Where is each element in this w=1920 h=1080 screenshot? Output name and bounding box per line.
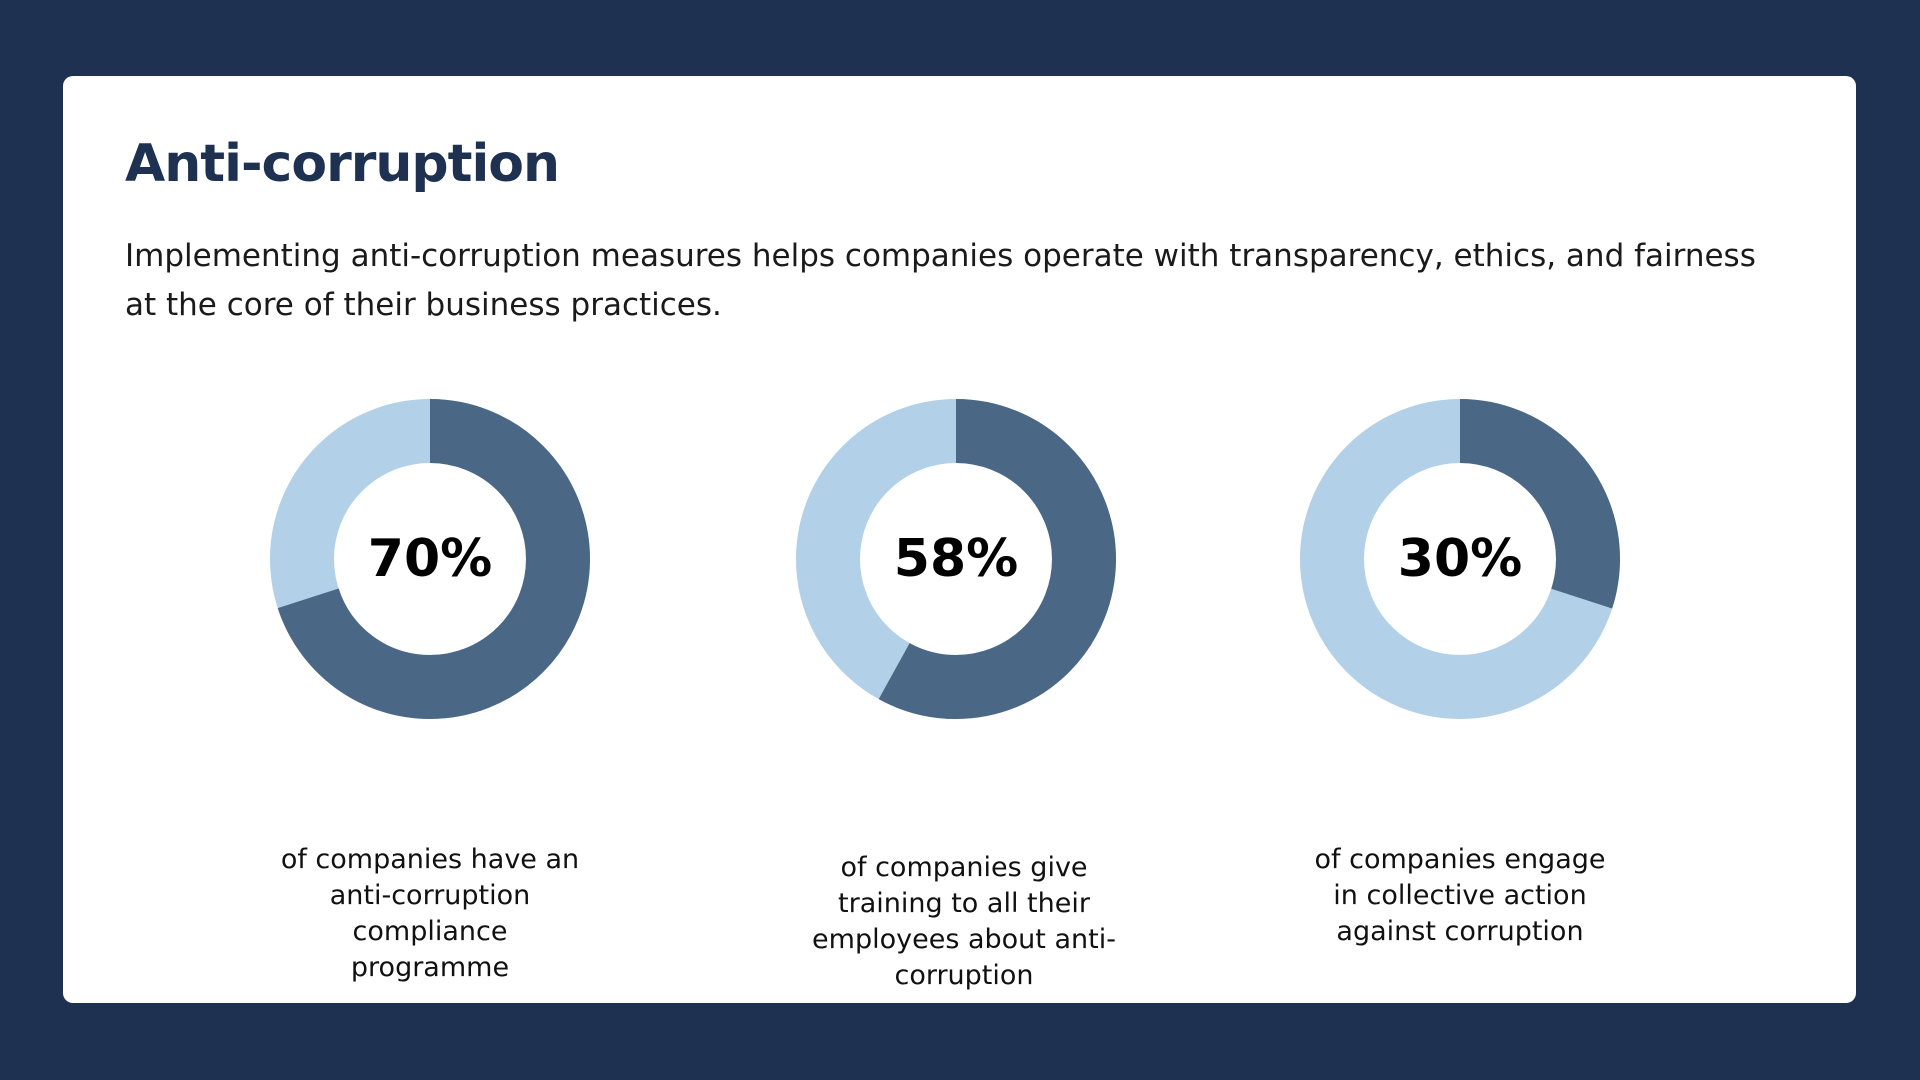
- donut-filled-3: [1300, 399, 1620, 719]
- donut-caption-2: of companies give training to all their …: [812, 852, 1116, 991]
- content-card: Anti-corruption Implementing anti-corrup…: [63, 76, 1856, 1003]
- donut-svg-1: 70%: [270, 399, 590, 719]
- donut-filled-1: [270, 399, 590, 719]
- donut-percent-label-3: 30%: [1398, 529, 1522, 589]
- donut-svg-3: 30%: [1300, 399, 1620, 719]
- intro-paragraph: Implementing anti-corruption measures he…: [125, 238, 1756, 323]
- donut-filled-2: [796, 399, 1116, 719]
- donut-chart-2: 58% of companies give training to all th…: [756, 399, 1156, 991]
- donut-caption-1: of companies have an anti-corruption com…: [280, 844, 580, 983]
- donut-caption-3: of companies engage in collective action…: [1314, 844, 1606, 947]
- donut-chart-3: 30% of companies engage in collective ac…: [1260, 399, 1660, 947]
- donut-svg-2: 58%: [796, 399, 1116, 719]
- donut-percent-label-1: 70%: [368, 529, 492, 589]
- page-title: Anti-corruption: [125, 134, 560, 194]
- donut-percent-label-2: 58%: [894, 529, 1018, 589]
- donut-chart-1: 70% of companies have an anti-corruption…: [230, 399, 630, 983]
